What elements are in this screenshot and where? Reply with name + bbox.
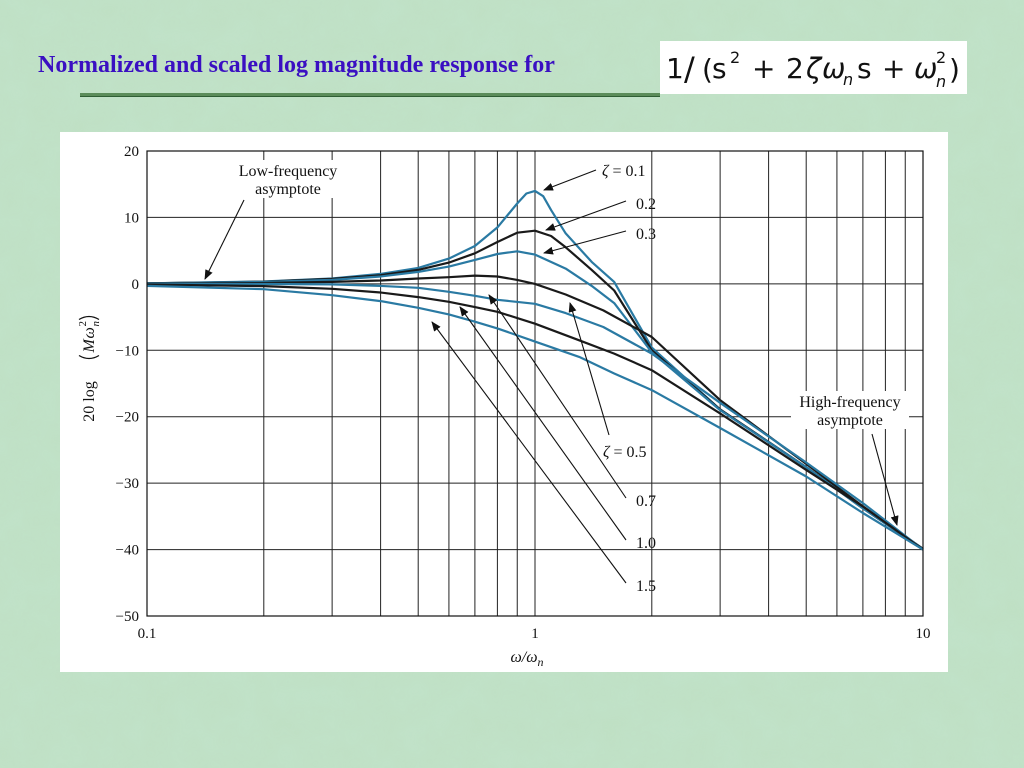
zeta-arrow-1-5 (431, 321, 627, 584)
low-frequency-arrow (204, 199, 245, 280)
y-tick-label: 0 (132, 277, 140, 293)
y-tick-label: −30 (116, 476, 139, 492)
zeta-label-0-7: 0.7 (636, 493, 656, 510)
zeta-value: 0.1 (626, 163, 646, 180)
formula-s: s (712, 52, 727, 85)
x-axis-label: ω/ωn (510, 649, 543, 669)
y-axis-label-close-paren (78, 315, 100, 321)
zeta-label-0-3: 0.3 (636, 226, 656, 243)
formula-s-exponent: 2 (730, 48, 740, 67)
series-line-zeta-1 (146, 283, 924, 551)
formula-omega-2: ω (914, 52, 937, 85)
x-tick-label: 1 (531, 626, 539, 642)
formula-plus-2: + (882, 52, 905, 85)
formula-omega-2-superscript: 2 (936, 48, 946, 67)
zeta-equals: = (608, 163, 625, 180)
formula-plus-1: + (752, 52, 775, 85)
high-frequency-annotation-line: High-frequency (799, 394, 900, 411)
formula-zeta: ζ (805, 52, 823, 85)
y-tick-label: 10 (124, 210, 139, 226)
chart-annotations: Low-frequencyasymptoteHigh-frequencyasym… (204, 160, 909, 595)
y-axis-label-M: M (81, 338, 98, 354)
x-axis-label-subscript: n (538, 655, 544, 669)
high-frequency-annotation-bg (791, 391, 909, 429)
high-frequency-annotation-line: asymptote (817, 412, 883, 429)
low-frequency-annotation-line: Low-frequency (239, 163, 338, 180)
y-axis-label-omega: ω (81, 327, 98, 338)
low-frequency-annotation-bg (233, 160, 343, 198)
zeta-symbol: ζ (603, 444, 611, 461)
formula-omega-subscript: n (843, 70, 853, 89)
formula-coefficient: 2 (786, 52, 804, 85)
y-axis-label-subscript: n (90, 321, 102, 327)
zeta-arrow-0-3 (543, 230, 627, 255)
title-underline (80, 93, 660, 97)
zeta-arrow-0-5 (568, 302, 610, 436)
zeta-label-top-first: ζ = 0.1 (602, 163, 646, 180)
slide-title: Normalized and scaled log magnitude resp… (38, 52, 555, 78)
zeta-label-1-5: 1.5 (636, 578, 656, 595)
y-axis-label-open-paren (78, 354, 100, 360)
y-tick-label: −20 (116, 410, 139, 426)
x-tick-label: 10 (916, 626, 931, 642)
plot-frame (146, 150, 924, 617)
zeta-arrow-0-2 (545, 200, 627, 231)
y-tick-label: −10 (116, 343, 139, 359)
low-frequency-annotation-line: asymptote (255, 181, 321, 198)
zeta-arrow-0-7 (488, 294, 627, 499)
transfer-function-formula: 1 / ( s 2 + 2 ζ ω n s + ω 2 n ) (660, 41, 967, 94)
zeta-symbol: ζ (602, 163, 610, 180)
y-axis-label-prefix: 20 log (81, 381, 98, 421)
zeta-label-1-0: 1.0 (636, 535, 656, 552)
zeta-label-bottom-first: ζ = 0.5 (603, 444, 647, 461)
formula-open-paren: ( (702, 53, 713, 86)
high-frequency-arrow (871, 433, 899, 526)
y-tick-label: −40 (116, 543, 139, 559)
zeta-equals: = (609, 444, 626, 461)
formula-s-2: s (857, 52, 872, 85)
formula-omega-2-subscript: n (936, 72, 946, 91)
y-axis-label-superscript: 2 (77, 321, 89, 327)
zeta-label-0-2: 0.2 (636, 196, 656, 213)
zeta-value: 0.5 (627, 444, 647, 461)
zeta-arrow-0-1 (543, 169, 597, 191)
chart-grid (147, 150, 923, 617)
y-axis-label: 20 log Mω2 n (77, 315, 102, 422)
series-line-zeta-0-7 (146, 282, 924, 551)
formula-numerator: 1 (666, 52, 684, 85)
y-tick-label: −50 (116, 609, 139, 625)
series-line-zeta-0-3 (146, 250, 924, 550)
zeta-arrow-1-0 (459, 306, 627, 541)
formula-slash: / (684, 50, 695, 88)
y-tick-label: 20 (124, 144, 139, 160)
formula-close-paren: ) (949, 53, 960, 86)
formula-omega: ω (822, 52, 845, 85)
x-tick-label: 0.1 (138, 626, 157, 642)
